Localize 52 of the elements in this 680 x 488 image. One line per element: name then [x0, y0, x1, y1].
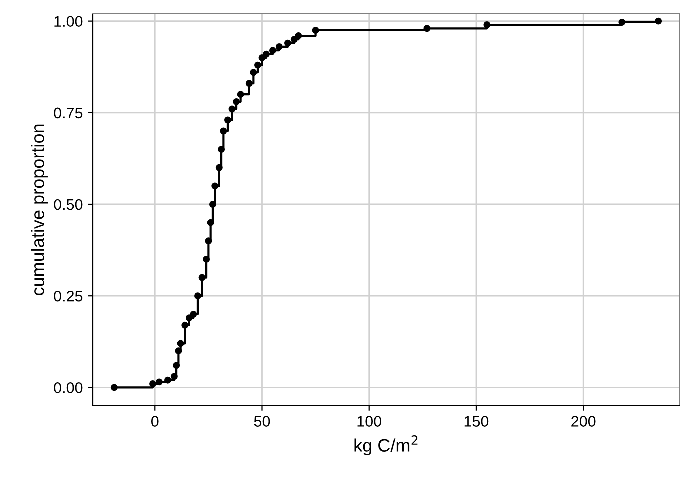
- point: [156, 378, 163, 386]
- y-tick-label: 0.00: [54, 382, 83, 394]
- point: [250, 69, 258, 76]
- point: [150, 380, 156, 388]
- point: [173, 362, 180, 370]
- x-tick-label: 0: [151, 416, 159, 427]
- point: [484, 22, 491, 28]
- point: [190, 310, 198, 318]
- point: [269, 47, 276, 54]
- point: [210, 201, 216, 208]
- y-axis-title: cumulative proportion: [31, 124, 48, 296]
- y-tick-label: 0.25: [54, 290, 83, 302]
- point: [175, 348, 182, 355]
- point: [276, 44, 283, 50]
- point: [263, 50, 270, 58]
- x-tick-label: 150: [464, 416, 489, 427]
- point: [655, 18, 662, 25]
- point: [164, 376, 172, 384]
- point: [182, 322, 189, 329]
- point: [618, 18, 626, 26]
- point: [194, 292, 202, 300]
- x-tick-label: 100: [358, 416, 382, 427]
- point: [186, 314, 193, 322]
- point: [110, 384, 118, 392]
- point: [207, 219, 214, 226]
- point: [295, 32, 302, 40]
- point: [198, 274, 206, 282]
- x-axis-title: kg C/m$^{2}$: [354, 436, 418, 456]
- point: [205, 238, 212, 245]
- point: [258, 54, 266, 62]
- point: [228, 106, 236, 113]
- point: [424, 25, 431, 32]
- point: [203, 256, 210, 263]
- point: [170, 373, 178, 380]
- x-tick-label: 200: [572, 416, 596, 427]
- point: [254, 62, 262, 69]
- point: [218, 146, 226, 154]
- point: [233, 98, 240, 106]
- point: [212, 182, 219, 190]
- point: [284, 40, 292, 47]
- point: [237, 91, 244, 98]
- point: [290, 36, 298, 44]
- y-tick-label: 0.50: [54, 199, 83, 210]
- y-tick-label: 0.75: [54, 108, 83, 119]
- point: [312, 27, 320, 34]
- point: [177, 340, 184, 348]
- point: [224, 116, 232, 124]
- x-tick-label: 50: [254, 416, 270, 427]
- point: [216, 164, 223, 172]
- point: [246, 80, 253, 88]
- point: [220, 128, 228, 135]
- y-tick-label: 1.00: [54, 16, 83, 28]
